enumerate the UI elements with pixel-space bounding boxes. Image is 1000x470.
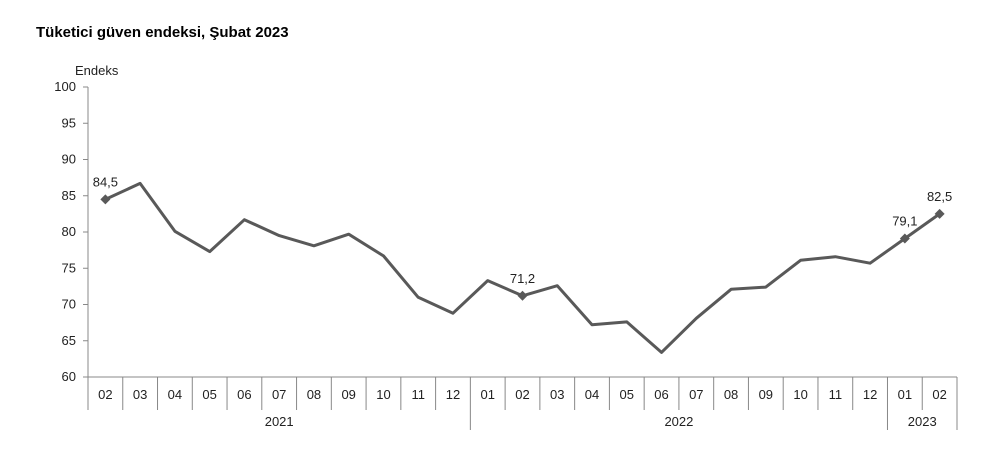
x-tick-label: 12: [446, 387, 460, 402]
x-tick-label: 08: [724, 387, 738, 402]
y-tick-label: 60: [62, 369, 76, 384]
data-markers: [100, 194, 945, 301]
x-tick-label: 04: [168, 387, 182, 402]
y-tick-label: 80: [62, 224, 76, 239]
x-tick-label: 10: [793, 387, 807, 402]
x-tick-label: 06: [654, 387, 668, 402]
data-labels: 84,5 71,2 79,1 82,5: [93, 174, 953, 285]
x-tick-label: 06: [237, 387, 251, 402]
x-tick-label: 05: [202, 387, 216, 402]
x-tick-label: 12: [863, 387, 877, 402]
x-tick-label: 03: [550, 387, 564, 402]
series-line: [104, 181, 941, 354]
data-label: 84,5: [93, 174, 118, 189]
chart-axes: [87, 87, 957, 378]
x-tick-label: 10: [376, 387, 390, 402]
x-tick-label: 01: [898, 387, 912, 402]
y-axis-label: Endeks: [75, 63, 119, 78]
y-tick-label: 100: [54, 79, 76, 94]
y-tick-label: 85: [62, 188, 76, 203]
series-line-path: [104, 181, 941, 354]
x-tick-label: 02: [515, 387, 529, 402]
data-marker: [899, 233, 910, 244]
data-label: 71,2: [510, 271, 535, 286]
y-tick-label: 70: [62, 297, 76, 312]
x-tick-label: 07: [689, 387, 703, 402]
data-label: 82,5: [927, 189, 952, 204]
x-tick-label: 09: [759, 387, 773, 402]
year-groups: 2021 2022 2023: [265, 410, 958, 430]
y-axis-ticks: 60 65 70 75 80 85 90 95 100: [54, 79, 88, 384]
y-tick-label: 90: [62, 152, 76, 167]
data-marker: [517, 290, 528, 301]
data-marker: [100, 194, 111, 205]
y-tick-label: 75: [62, 260, 76, 275]
x-axis-ticks: 02 03 04 05 06 07 08 09 10 11 12 01 02 03 04 05 06 07 08 09…: [87, 377, 958, 410]
x-tick-label: 04: [585, 387, 599, 402]
chart-title: Tüketici güven endeksi, Şubat 2023: [36, 24, 289, 41]
data-label: 79,1: [892, 214, 917, 229]
x-tick-label: 03: [133, 387, 147, 402]
y-tick-label: 95: [62, 115, 76, 130]
x-tick-label: 11: [411, 387, 425, 402]
data-marker: [934, 208, 945, 219]
x-tick-label: 09: [341, 387, 355, 402]
year-label: 2021: [265, 414, 294, 429]
y-tick-label: 65: [62, 333, 76, 348]
year-label: 2023: [908, 414, 937, 429]
x-tick-label: 02: [932, 387, 946, 402]
x-tick-label: 08: [307, 387, 321, 402]
x-tick-label: 01: [481, 387, 495, 402]
year-label: 2022: [664, 414, 693, 429]
x-tick-label: 11: [829, 387, 843, 402]
x-tick-label: 02: [98, 387, 112, 402]
x-tick-label: 05: [620, 387, 634, 402]
x-tick-label: 07: [272, 387, 286, 402]
